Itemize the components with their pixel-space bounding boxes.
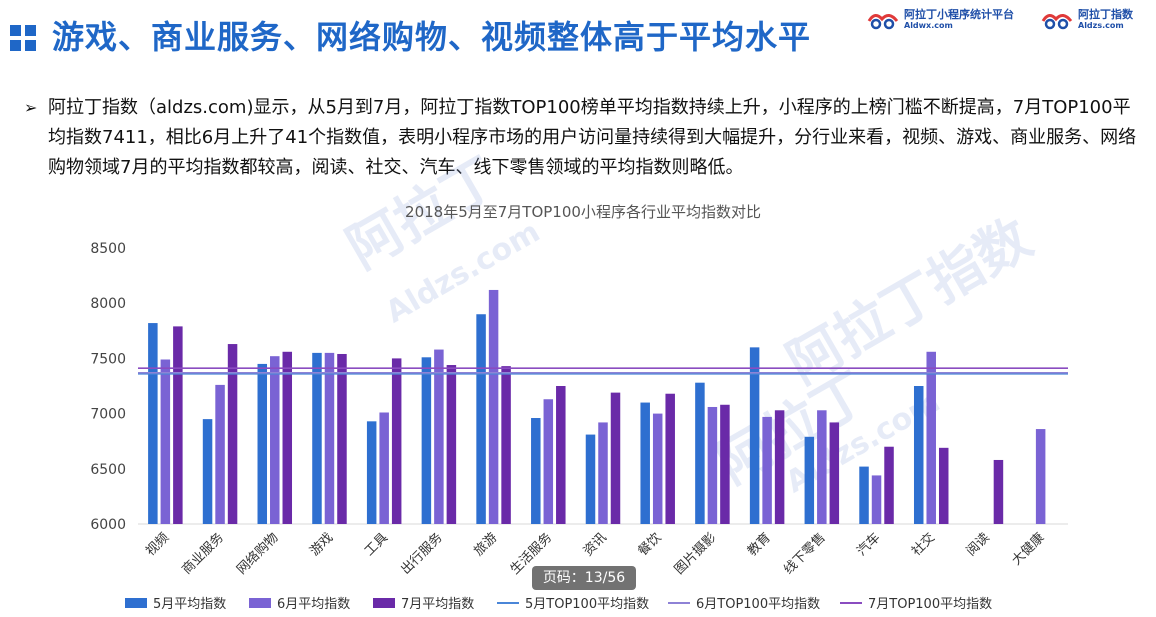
y-tick-label: 7000 [90,407,126,423]
legend-label: 5月平均指数 [153,597,226,612]
brand-aldwx: 阿拉丁小程序统计平台 Aldwx.com [866,4,1014,36]
brand1-domain: Aldwx.com [904,21,953,30]
y-tick-label: 6500 [90,462,126,478]
x-tick-label: 旅游 [471,530,500,559]
bar [337,353,347,524]
bar [173,326,183,524]
bar-chart: 2018年5月至7月TOP100小程序各行业平均指数对比 6000 6500 7000… [90,203,1068,612]
x-tick-label: 出行服务 [398,530,446,578]
brand2-domain: Aldzs.com [1078,21,1124,30]
page-indicator: 页码：13/56 [532,566,636,590]
y-tick-label: 8500 [90,241,126,257]
bar [665,393,675,524]
bar [926,351,936,524]
bar [531,418,541,524]
bar [501,366,511,524]
bar [257,363,268,524]
legend-label: 7月平均指数 [401,597,474,612]
bar [884,446,894,524]
bar [215,384,225,524]
chart-title: 2018年5月至7月TOP100小程序各行业平均指数对比 [405,203,761,221]
bar [652,413,663,524]
bar [913,386,924,524]
bar [202,419,213,524]
bar [749,347,760,524]
bar [556,386,566,524]
bar [227,344,238,524]
bar [391,358,402,524]
brand-aldzs: 阿拉丁指数 Aldzs.com [1040,4,1133,36]
bar [707,406,718,524]
bar [720,404,730,524]
bar [585,434,596,524]
bar [312,352,322,524]
x-tick-label: 阅读 [964,530,993,559]
bar [366,421,377,524]
bullet-arrow-icon: ➢ [24,98,38,117]
aldzs-logo-icon [1041,14,1073,30]
x-tick-label: 教育 [744,530,774,560]
bar [421,357,432,524]
y-tick-label: 8000 [90,296,126,312]
x-tick-label: 工具 [362,530,391,559]
title-grid-icon [10,25,36,51]
bar [829,422,840,524]
bar [817,410,827,524]
legend-label: 5月TOP100平均指数 [525,597,649,612]
x-tick-label: 线下零售 [781,530,829,578]
bar [379,412,389,524]
bar [434,349,444,524]
x-tick-label: 网络购物 [233,530,281,578]
x-tick-label: 汽车 [854,530,884,560]
x-tick-label: 游戏 [307,530,336,559]
summary-bullet: ➢ 阿拉丁指数（aldzs.com)显示，从5月到7月，阿拉丁指数TOP100榜… [24,93,1142,183]
bar [488,289,499,524]
bar [1035,429,1046,524]
x-tick-label: 大健康 [1009,530,1048,569]
page-title: 游戏、商业服务、网络购物、视频整体高于平均水平 [52,18,812,56]
bar [270,356,280,524]
legend-label: 6月TOP100平均指数 [696,597,820,612]
legend-swatch [249,598,271,608]
legend-swatch [373,598,395,608]
bar [160,359,171,524]
bar [938,447,949,524]
bar [871,475,882,524]
x-tick-label: 餐饮 [635,530,665,560]
bar [993,459,1004,524]
bar [774,410,785,524]
x-tick-label: 社交 [908,530,938,560]
legend-swatch [125,598,147,608]
bar [804,436,815,524]
bar [543,399,554,524]
bar [640,402,650,524]
bar [610,392,621,524]
legend-label: 6月平均指数 [277,597,350,612]
x-tick-label: 图片摄影 [672,530,719,577]
y-tick-label: 6000 [90,517,126,533]
aldwx-logo-icon [867,14,899,30]
x-tick-label: 资讯 [581,530,610,559]
x-tick-label: 视频 [143,530,172,559]
brand1-name: 阿拉丁小程序统计平台 [904,8,1014,21]
bar [446,365,457,524]
bar [282,351,293,524]
bar [598,422,608,524]
bar [762,416,772,524]
bar [695,382,705,524]
x-tick-label: 商业服务 [179,530,227,578]
bar [324,352,335,524]
brand2-name: 阿拉丁指数 [1078,8,1133,21]
bar [148,323,158,524]
bar [476,314,486,524]
legend-label: 7月TOP100平均指数 [868,597,992,612]
y-tick-label: 7500 [90,351,126,367]
summary-text: 阿拉丁指数（aldzs.com)显示，从5月到7月，阿拉丁指数TOP100榜单平… [48,97,1137,178]
bar [859,466,869,524]
